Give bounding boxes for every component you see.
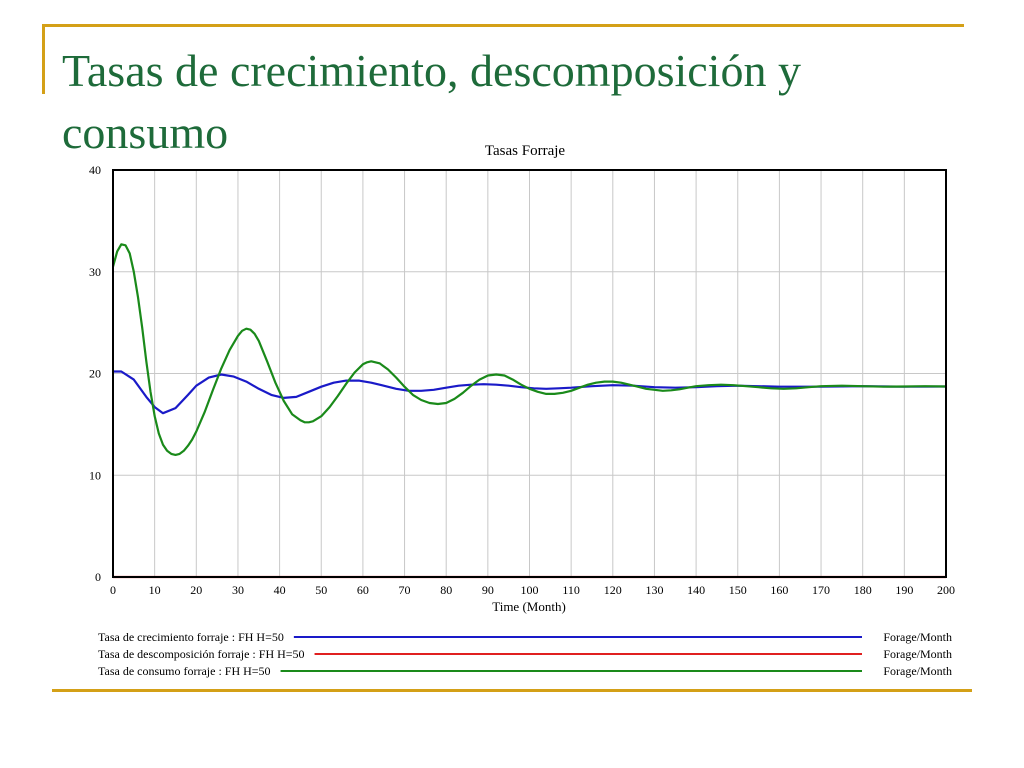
x-tick-label: 130 — [645, 583, 663, 597]
legend-series-unit: Forage/Month — [883, 647, 952, 661]
x-tick-label: 50 — [315, 583, 327, 597]
x-tick-label: 200 — [937, 583, 955, 597]
x-tick-label: 0 — [110, 583, 116, 597]
plot-frame — [112, 169, 947, 578]
series-line-3 — [111, 243, 947, 456]
x-tick-label: 110 — [562, 583, 580, 597]
x-tick-label: 60 — [357, 583, 369, 597]
x-tick-label: 40 — [274, 583, 286, 597]
x-tick-label: 160 — [770, 583, 788, 597]
legend-series-name: Tasa de crecimiento forraje : FH H=50 — [98, 630, 284, 644]
x-tick-label: 30 — [232, 583, 244, 597]
x-tick-label: 90 — [482, 583, 494, 597]
decorative-top-rule — [42, 24, 964, 27]
decorative-bottom-rule — [52, 689, 972, 692]
legend-series-name: Tasa de consumo forraje : FH H=50 — [98, 664, 271, 678]
x-tick-label: 120 — [604, 583, 622, 597]
y-tick-label: 0 — [95, 570, 101, 584]
x-tick-label: 20 — [190, 583, 202, 597]
x-tick-label: 80 — [440, 583, 452, 597]
chart-legend: Tasa de crecimiento forraje : FH H=50 For… — [98, 630, 952, 678]
y-tick-label: 30 — [89, 265, 101, 279]
x-tick-label: 170 — [812, 583, 830, 597]
legend-series-unit: Forage/Month — [883, 664, 952, 678]
x-tick-label: 10 — [149, 583, 161, 597]
x-tick-label: 70 — [399, 583, 411, 597]
x-tick-label: 190 — [895, 583, 913, 597]
decorative-left-rule — [42, 24, 45, 94]
series-line-1 — [113, 370, 947, 415]
chart-ticks: 0 10 20 30 40 50 60 70 80 90 100 110 120 130 140 150 160… — [89, 163, 955, 597]
x-tick-label: 150 — [729, 583, 747, 597]
x-axis-label: Time (Month) — [492, 599, 566, 614]
x-tick-label: 100 — [521, 583, 539, 597]
x-tick-label: 140 — [687, 583, 705, 597]
slide-title: Tasas de crecimiento, descomposición y c… — [62, 45, 801, 158]
chart-title: Tasas Forraje — [485, 143, 566, 159]
y-tick-label: 40 — [89, 163, 101, 177]
y-tick-label: 20 — [89, 367, 101, 381]
legend-series-name: Tasa de descomposición forraje : FH H=50 — [98, 647, 305, 661]
y-tick-label: 10 — [89, 468, 101, 482]
x-tick-label: 180 — [854, 583, 872, 597]
chart-grid — [112, 169, 947, 578]
legend-series-unit: Forage/Month — [883, 630, 952, 644]
